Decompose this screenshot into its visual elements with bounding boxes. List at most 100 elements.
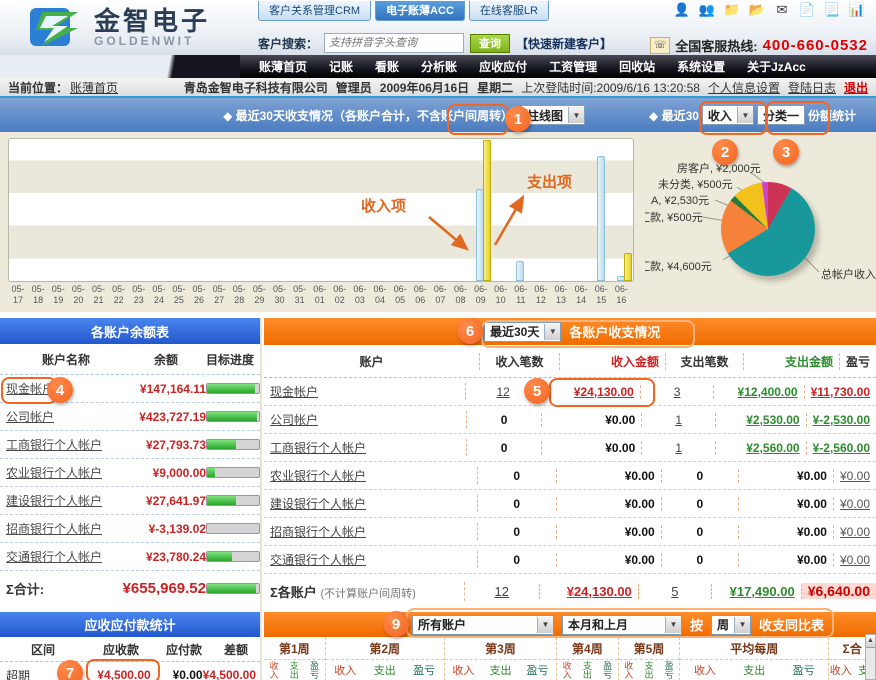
logout-link[interactable]: 退出: [843, 80, 868, 95]
account-link[interactable]: 交通银行个人帐户: [270, 553, 367, 567]
search-button[interactable]: 查询: [470, 33, 511, 53]
total-out-count[interactable]: 5: [671, 583, 679, 599]
account-link[interactable]: 建设银行个人帐户: [6, 494, 103, 508]
search-input[interactable]: [324, 33, 465, 53]
menu-item-0[interactable]: 账薄首页: [259, 60, 308, 74]
folder-add-icon[interactable]: 📁: [723, 2, 741, 17]
weekly-period-dropdown[interactable]: 本月和上月 ▼: [562, 614, 682, 635]
location-link[interactable]: 账薄首页: [70, 80, 119, 95]
net-amount[interactable]: ¥0.00: [839, 468, 870, 483]
chevron-down-icon: ▼: [734, 616, 751, 633]
in-count[interactable]: 0: [500, 440, 508, 455]
quick-new-customer-link[interactable]: 【快速新建客户】: [516, 36, 613, 51]
account-link[interactable]: 工商银行个人帐户: [270, 441, 367, 455]
account-link[interactable]: 招商银行个人帐户: [6, 522, 103, 536]
out-count[interactable]: 0: [696, 468, 704, 483]
in-amount[interactable]: ¥0.00: [624, 496, 655, 511]
out-count[interactable]: 0: [696, 496, 704, 511]
weekly-panel: 所有账户 ▼ 本月和上月 ▼ 按 周 ▼ 收支同比表 第1周收入支出盈亏第2周收…: [264, 612, 876, 680]
account-link[interactable]: 工商银行个人帐户: [6, 438, 103, 452]
annotation-circle-5: 5: [524, 378, 550, 404]
out-count[interactable]: 1: [675, 412, 682, 427]
account-link[interactable]: 招商银行个人帐户: [270, 525, 367, 539]
weekly-unit-dropdown[interactable]: 周 ▼: [711, 614, 752, 635]
stats-icon[interactable]: 📊: [848, 2, 866, 17]
menu-item-6[interactable]: 回收站: [619, 60, 656, 74]
account-link[interactable]: 农业银行个人帐户: [270, 469, 367, 483]
pie-label: 汇款, ¥4,600元: [645, 261, 712, 273]
product-tab-1[interactable]: 电子账薄ACC: [375, 1, 465, 21]
out-amount[interactable]: ¥2,530.00: [746, 412, 800, 427]
menu-item-5[interactable]: 工资管理: [549, 60, 598, 74]
weekly-scrollbar[interactable]: ▲: [865, 634, 876, 680]
out-amount[interactable]: ¥0.00: [796, 524, 827, 539]
doc-export-icon[interactable]: 📃: [823, 2, 841, 17]
week-col-label: 第1周: [264, 637, 325, 660]
menu-item-1[interactable]: 记账: [329, 60, 354, 74]
login-log-link[interactable]: 登陆日志: [787, 80, 836, 95]
progress-fill: [207, 552, 232, 561]
in-amount[interactable]: ¥0.00: [605, 440, 636, 455]
in-count[interactable]: 0: [513, 468, 521, 483]
in-count[interactable]: 0: [513, 496, 521, 511]
in-amount[interactable]: ¥0.00: [624, 552, 655, 567]
total-out-amount[interactable]: ¥17,490.00: [729, 583, 795, 599]
pie-class-dropdown[interactable]: 分类一: [756, 105, 805, 125]
user-group-icon[interactable]: 👥: [698, 2, 716, 17]
out-count[interactable]: 0: [696, 524, 704, 539]
weekly-account-dropdown[interactable]: 所有账户 ▼: [412, 614, 554, 635]
account-link[interactable]: 农业银行个人帐户: [6, 466, 103, 480]
out-count[interactable]: 1: [675, 440, 682, 455]
net-amount[interactable]: ¥11,730.00: [810, 384, 871, 399]
out-amount[interactable]: ¥2,560.00: [746, 440, 800, 455]
menu-item-8[interactable]: 关于JzAcc: [747, 60, 806, 74]
net-amount[interactable]: ¥-2,530.00: [812, 412, 870, 427]
out-count[interactable]: 3: [673, 384, 681, 399]
product-tab-2[interactable]: 在线客服LR: [468, 1, 549, 21]
account-link[interactable]: 交通银行个人帐户: [6, 550, 103, 564]
expense-bar-06-09: [483, 140, 491, 281]
doc-import-icon[interactable]: 📄: [798, 2, 816, 17]
add-user-icon[interactable]: 👤: [673, 2, 691, 17]
out-amount[interactable]: ¥0.00: [796, 468, 827, 483]
progress-bar: [206, 582, 260, 594]
annotation-circle-7: 7: [57, 660, 83, 680]
out-amount[interactable]: ¥12,400.00: [737, 384, 798, 399]
in-amount[interactable]: ¥0.00: [624, 524, 655, 539]
sub-header: 支出: [289, 661, 299, 680]
menu-item-2[interactable]: 看账: [375, 60, 400, 74]
menu-item-3[interactable]: 分析账: [421, 60, 458, 74]
out-amount[interactable]: ¥0.00: [796, 496, 827, 511]
total-in-count[interactable]: 12: [494, 583, 509, 599]
total-in-amount[interactable]: ¥24,130.00: [566, 583, 632, 599]
out-count[interactable]: 0: [696, 552, 704, 567]
account-link[interactable]: 现金帐户: [6, 382, 55, 396]
out-amount[interactable]: ¥0.00: [796, 552, 827, 567]
menu-item-7[interactable]: 系统设置: [677, 60, 726, 74]
in-amount[interactable]: ¥0.00: [624, 468, 655, 483]
product-tab-0[interactable]: 客户关系管理CRM: [258, 1, 372, 21]
net-amount[interactable]: ¥0.00: [839, 496, 870, 511]
net-amount[interactable]: ¥-2,560.00: [812, 440, 870, 455]
scroll-up-icon[interactable]: ▲: [866, 635, 875, 648]
net-amount[interactable]: ¥0.00: [839, 524, 870, 539]
chart-type-dropdown[interactable]: 柱线图 ▼: [520, 105, 585, 125]
flow-period-dropdown[interactable]: 最近30天 ▼: [484, 321, 562, 342]
in-amount[interactable]: ¥24,130.00: [573, 384, 634, 399]
profile-settings-link[interactable]: 个人信息设置: [707, 80, 780, 95]
account-link[interactable]: 公司帐户: [270, 413, 319, 427]
account-link[interactable]: 现金帐户: [270, 385, 319, 399]
folder-open-icon[interactable]: 📂: [748, 2, 766, 17]
in-amount[interactable]: ¥0.00: [605, 412, 636, 427]
in-count[interactable]: 0: [513, 524, 521, 539]
account-link[interactable]: 公司帐户: [6, 410, 55, 424]
mail-export-icon[interactable]: ✉: [776, 2, 788, 17]
net-amount[interactable]: ¥0.00: [839, 552, 870, 567]
in-count[interactable]: 0: [513, 552, 521, 567]
in-count[interactable]: 12: [496, 384, 510, 399]
account-link[interactable]: 建设银行个人帐户: [270, 497, 367, 511]
pie-type-dropdown[interactable]: 收入 ▼: [701, 105, 754, 125]
in-count[interactable]: 0: [500, 412, 508, 427]
menu-item-4[interactable]: 应收应付: [479, 60, 528, 74]
flow-row-3: 农业银行个人帐户 0 ¥0.00 0 ¥0.00 ¥0.00: [264, 462, 876, 490]
